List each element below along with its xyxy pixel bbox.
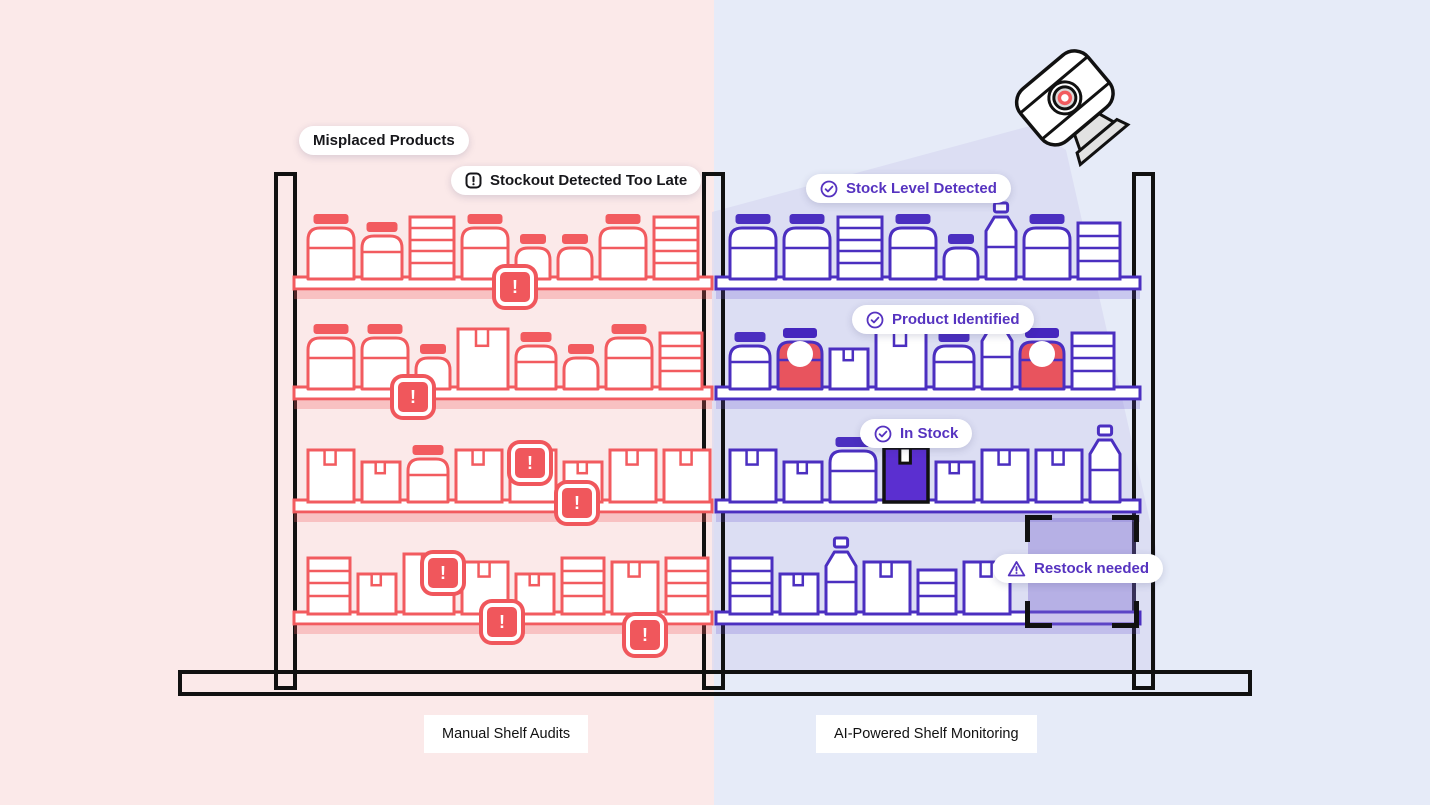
caption-label: AI-Powered Shelf Monitoring: [834, 726, 1019, 742]
warning-triangle-icon: [1007, 560, 1026, 578]
badge-label: Product Identified: [892, 311, 1020, 328]
in-stock-badge: In Stock: [860, 419, 973, 448]
badge-label: Stock Level Detected: [846, 180, 997, 197]
badge-label: Misplaced Products: [313, 132, 455, 149]
check-circle-icon: [866, 311, 884, 329]
badge-label: Stockout Detected Too Late: [490, 172, 688, 189]
bracket-corner-icon: [1025, 515, 1052, 542]
exclamation-icon: !: [626, 616, 664, 654]
exclamation-icon: !: [394, 378, 432, 416]
alert-square-icon: [465, 172, 482, 189]
exclamation-icon: !: [558, 484, 596, 522]
camera-icon: [1014, 49, 1131, 168]
alert-badge: !: [390, 374, 436, 420]
ai-caption: AI-Powered Shelf Monitoring: [816, 715, 1037, 753]
alert-badge: !: [554, 480, 600, 526]
restock-needed-badge: Restock needed: [993, 554, 1164, 583]
alert-badge: !: [479, 599, 525, 645]
exclamation-icon: !: [496, 268, 534, 306]
stockout-badge: Stockout Detected Too Late: [451, 166, 702, 195]
bracket-corner-icon: [1112, 515, 1139, 542]
badge-label: In Stock: [900, 425, 959, 442]
check-circle-icon: [874, 425, 892, 443]
alert-badge: !: [492, 264, 538, 310]
stock-level-badge: Stock Level Detected: [806, 174, 1011, 203]
badge-label: Restock needed: [1034, 560, 1150, 577]
exclamation-icon: !: [483, 603, 521, 641]
alert-badge: !: [507, 440, 553, 486]
product-identified-badge: Product Identified: [852, 305, 1034, 334]
bracket-corner-icon: [1112, 601, 1139, 628]
alert-badge: !: [420, 550, 466, 596]
bracket-corner-icon: [1025, 601, 1052, 628]
exclamation-icon: !: [424, 554, 462, 592]
alert-badge: !: [622, 612, 668, 658]
manual-caption: Manual Shelf Audits: [424, 715, 589, 753]
exclamation-icon: !: [511, 444, 549, 482]
caption-label: Manual Shelf Audits: [442, 726, 571, 742]
check-circle-icon: [820, 180, 838, 198]
misplaced-products-badge: Misplaced Products: [299, 126, 469, 155]
